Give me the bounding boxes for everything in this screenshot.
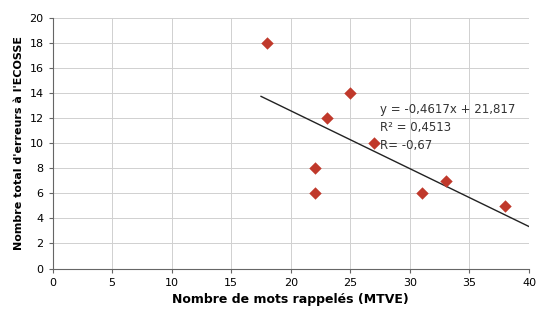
- Point: [417, 191, 426, 196]
- Point: [370, 141, 378, 146]
- X-axis label: Nombre de mots rappelés (MTVE): Nombre de mots rappelés (MTVE): [173, 293, 409, 306]
- Y-axis label: Nombre total d'erreurs à l'ECOSSE: Nombre total d'erreurs à l'ECOSSE: [14, 36, 24, 250]
- Point: [310, 166, 319, 171]
- Point: [441, 178, 450, 183]
- Point: [262, 40, 271, 45]
- Point: [346, 91, 355, 96]
- Text: y = -0,4617x + 21,817
R² = 0,4513
R= -0,67: y = -0,4617x + 21,817 R² = 0,4513 R= -0,…: [380, 103, 515, 152]
- Point: [322, 116, 331, 121]
- Point: [501, 203, 510, 208]
- Point: [310, 191, 319, 196]
